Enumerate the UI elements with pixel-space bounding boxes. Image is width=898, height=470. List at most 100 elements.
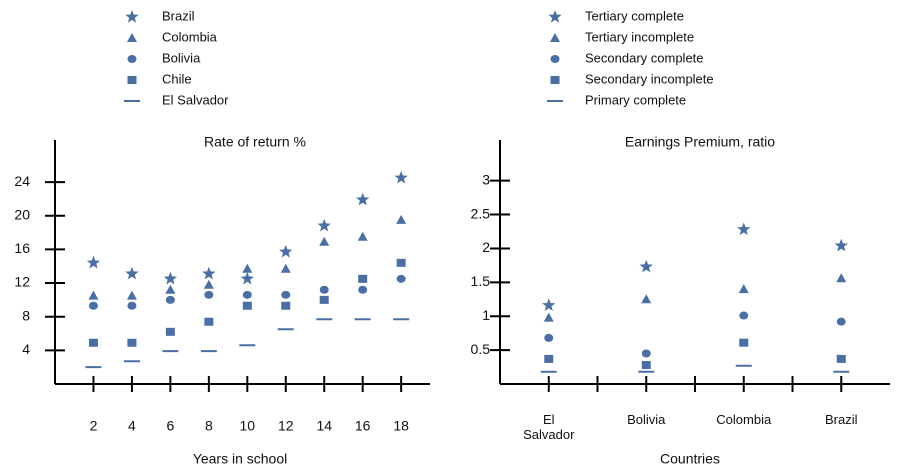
circle-marker bbox=[88, 301, 98, 310]
square-marker bbox=[396, 258, 406, 267]
legend-label: El Salvador bbox=[162, 92, 229, 107]
star-marker bbox=[639, 259, 653, 273]
square-marker bbox=[127, 338, 137, 347]
star-marker bbox=[356, 192, 370, 206]
triangle-marker bbox=[319, 236, 330, 246]
star-marker bbox=[202, 266, 216, 280]
circle-marker bbox=[319, 285, 329, 294]
x-tick-label: 8 bbox=[205, 418, 213, 434]
square-marker bbox=[739, 338, 749, 347]
square-marker bbox=[165, 327, 175, 336]
y-tick-label: 24 bbox=[14, 173, 30, 189]
legend-label: Primary complete bbox=[585, 92, 686, 107]
star-marker bbox=[240, 271, 254, 285]
star-marker bbox=[125, 10, 139, 23]
x-tick-label: El Salvador bbox=[523, 412, 575, 442]
x-tick-label: 10 bbox=[240, 418, 256, 434]
x-tick-label: 14 bbox=[316, 418, 332, 434]
x-axis-label: Countries bbox=[660, 451, 720, 467]
triangle-marker bbox=[126, 290, 137, 300]
x-tick-label: 4 bbox=[128, 418, 136, 434]
y-tick-label: 20 bbox=[14, 206, 30, 222]
star-marker bbox=[317, 218, 331, 232]
circle-marker bbox=[836, 317, 846, 326]
y-tick-label: 1.5 bbox=[471, 273, 491, 289]
triangle-marker bbox=[357, 231, 368, 241]
square-marker bbox=[127, 76, 137, 84]
legend-label: Brazil bbox=[162, 8, 195, 23]
square-marker bbox=[242, 301, 252, 310]
y-tick-label: 1 bbox=[482, 307, 490, 323]
star-marker bbox=[542, 298, 556, 311]
triangle-marker bbox=[738, 284, 749, 294]
triangle-marker bbox=[127, 33, 137, 42]
y-tick-label: 4 bbox=[22, 341, 30, 357]
chart-title: Earnings Premium, ratio bbox=[625, 134, 775, 150]
square-marker bbox=[319, 295, 329, 304]
star-marker bbox=[279, 244, 293, 258]
y-tick-label: 3 bbox=[482, 171, 490, 187]
x-tick-label-box: Brazil bbox=[824, 412, 858, 427]
square-marker bbox=[544, 354, 554, 363]
square-marker bbox=[204, 317, 214, 326]
x-tick-label: 12 bbox=[278, 418, 294, 434]
star-marker bbox=[163, 271, 177, 285]
circle-marker bbox=[544, 333, 554, 342]
circle-marker bbox=[396, 274, 406, 283]
y-tick-label: 2 bbox=[482, 239, 490, 255]
x-tick-label: 16 bbox=[355, 418, 371, 434]
x-tick-label: Colombia bbox=[716, 412, 772, 427]
x-tick-label-box: Bolivia bbox=[627, 412, 666, 427]
x-tick-label: Brazil bbox=[824, 412, 858, 427]
star-marker bbox=[548, 10, 562, 23]
y-tick-label: 0.5 bbox=[471, 341, 491, 357]
triangle-marker bbox=[203, 279, 214, 289]
circle-marker bbox=[358, 285, 368, 294]
triangle-marker bbox=[242, 263, 253, 273]
legend-label: Secondary complete bbox=[585, 50, 704, 65]
x-axis-label: Years in school bbox=[193, 451, 287, 467]
star-marker bbox=[86, 255, 101, 269]
legend-label: Bolivia bbox=[162, 50, 201, 65]
legend-label: Tertiary incomplete bbox=[585, 29, 694, 44]
square-marker bbox=[358, 274, 368, 283]
y-tick-label: 2.5 bbox=[471, 205, 491, 221]
square-marker bbox=[641, 361, 651, 370]
y-tick-label: 16 bbox=[14, 240, 30, 256]
circle-marker bbox=[242, 290, 252, 299]
star-marker bbox=[394, 170, 408, 184]
triangle-marker bbox=[88, 290, 99, 300]
chart-title: Rate of return % bbox=[204, 134, 306, 150]
star-marker bbox=[834, 238, 848, 252]
square-marker bbox=[836, 354, 846, 363]
legend-label: Tertiary complete bbox=[585, 8, 684, 23]
x-tick-label: 18 bbox=[393, 418, 409, 434]
legend-label: Secondary incomplete bbox=[585, 71, 714, 86]
square-marker bbox=[88, 338, 98, 347]
circle-marker bbox=[281, 290, 291, 299]
star-marker bbox=[125, 266, 139, 280]
x-tick-label-box: Colombia bbox=[716, 412, 772, 427]
circle-marker bbox=[641, 349, 651, 358]
square-marker bbox=[550, 76, 560, 84]
x-tick-label-box: El Salvador bbox=[523, 412, 575, 442]
triangle-marker bbox=[280, 263, 291, 273]
x-tick-label: Bolivia bbox=[627, 412, 666, 427]
y-tick-label: 8 bbox=[22, 307, 30, 323]
star-marker bbox=[737, 222, 751, 236]
x-tick-label: 6 bbox=[166, 418, 174, 434]
y-tick-label: 12 bbox=[14, 274, 30, 290]
legend-label: Chile bbox=[162, 71, 192, 86]
legend-label: Colombia bbox=[162, 29, 218, 44]
triangle-marker bbox=[543, 312, 554, 322]
triangle-marker bbox=[396, 214, 407, 224]
triangle-marker bbox=[641, 294, 652, 304]
circle-marker bbox=[127, 55, 137, 63]
circle-marker bbox=[739, 311, 749, 320]
triangle-marker bbox=[550, 33, 560, 42]
triangle-marker bbox=[165, 284, 176, 294]
circle-marker bbox=[165, 295, 175, 304]
circle-marker bbox=[550, 55, 560, 63]
